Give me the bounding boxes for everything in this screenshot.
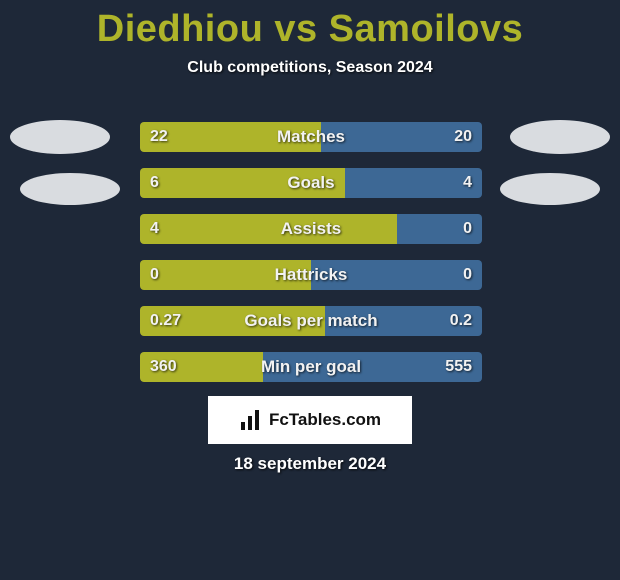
fctables-logo[interactable]: FcTables.com (208, 396, 412, 444)
subtitle: Club competitions, Season 2024 (0, 59, 620, 77)
stat-value-left: 0 (150, 260, 159, 290)
stat-row: 00Hattricks (140, 260, 482, 290)
player1-avatar-top (10, 120, 110, 154)
player2-avatar-bottom (500, 173, 600, 205)
stat-row: 2220Matches (140, 122, 482, 152)
stat-value-left: 6 (150, 168, 159, 198)
stat-value-right: 0 (463, 260, 472, 290)
date-label: 18 september 2024 (0, 454, 620, 474)
stat-value-right: 20 (454, 122, 472, 152)
stat-value-left: 22 (150, 122, 168, 152)
player1-avatar-bottom (20, 173, 120, 205)
stats-container: 2220Matches64Goals40Assists00Hattricks0.… (140, 122, 482, 398)
stat-value-right: 4 (463, 168, 472, 198)
player2-avatar-top (510, 120, 610, 154)
bar-left (140, 168, 345, 198)
stat-value-right: 0 (463, 214, 472, 244)
bar-left (140, 214, 397, 244)
stat-value-left: 0.27 (150, 306, 181, 336)
stat-row: 64Goals (140, 168, 482, 198)
bar-left (140, 260, 311, 290)
stat-value-right: 0.2 (450, 306, 472, 336)
bar-right (311, 260, 482, 290)
stat-row: 40Assists (140, 214, 482, 244)
bar-right (345, 168, 482, 198)
stat-row: 0.270.2Goals per match (140, 306, 482, 336)
stat-row: 360555Min per goal (140, 352, 482, 382)
stat-value-left: 4 (150, 214, 159, 244)
stat-value-right: 555 (445, 352, 472, 382)
page-title: Diedhiou vs Samoilovs (0, 0, 620, 51)
chart-icon (239, 408, 263, 432)
stat-value-left: 360 (150, 352, 177, 382)
logo-text: FcTables.com (269, 410, 381, 430)
